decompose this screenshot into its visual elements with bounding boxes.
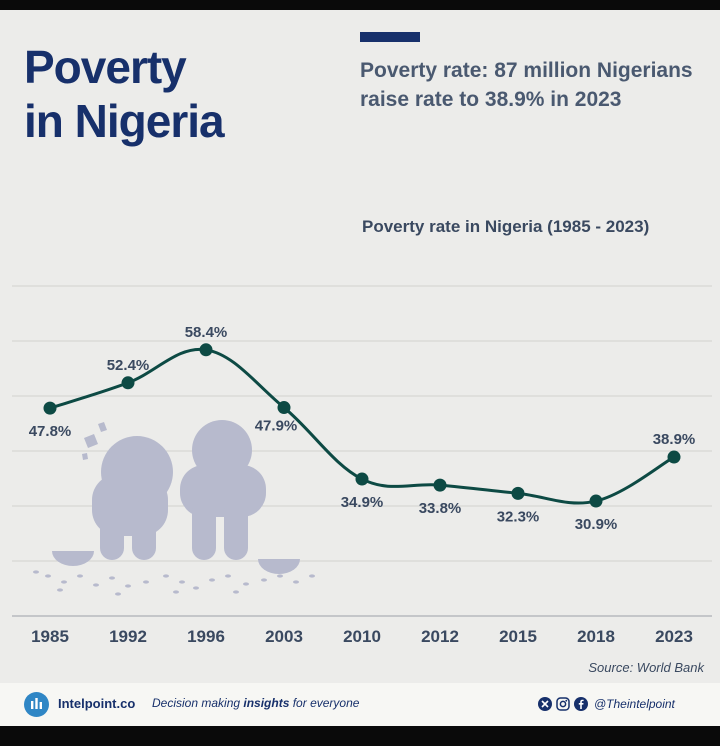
x-tick-label: 1985 [31,627,69,646]
grain [293,580,299,584]
x-tick-label: 2010 [343,627,381,646]
x-axis-ticks: 1985 1992 1996 2003 2010 2012 2015 2018 2023 [31,627,693,646]
footer: Intelpoint.co Decision making insights f… [0,683,720,726]
source-note: Source: World Bank [588,660,704,675]
value-label: 33.8% [419,500,462,517]
data-point [277,401,291,415]
data-point [355,472,369,486]
x-tick-label: 1992 [109,627,147,646]
data-point [43,401,57,415]
grain [77,574,83,578]
value-label: 47.8% [29,423,72,440]
value-label: 58.4% [185,324,228,341]
x-tick-label: 2015 [499,627,537,646]
value-label: 47.9% [255,418,298,435]
grain [33,570,39,574]
x-tick-label: 2018 [577,627,615,646]
subtitle: Poverty rate: 87 million Nigerians raise… [360,59,693,111]
grain [173,590,179,594]
poor-people-illustration [33,420,315,596]
value-label: 32.3% [497,508,540,525]
x-tick-label: 2023 [655,627,693,646]
x-tick-label: 1996 [187,627,225,646]
data-point [511,486,525,500]
grain [45,574,51,578]
grain [261,578,267,582]
data-point [433,478,447,492]
grain [163,574,169,578]
value-label: 30.9% [575,516,618,533]
instagram-icon[interactable] [556,697,570,711]
grain [209,578,215,582]
value-label: 34.9% [341,494,384,511]
chart-title: Poverty rate in Nigeria (1985 - 2023) [362,217,650,236]
grain [57,588,63,592]
grain [93,583,99,587]
grain [125,584,131,588]
social-links: @Theintelpoint [538,694,675,714]
data-point [667,450,681,464]
data-points [43,343,681,508]
grain [179,580,185,584]
bottom-border [0,726,720,746]
brand-name[interactable]: Intelpoint.co [58,696,136,711]
value-labels: 47.8% 52.4% 58.4% 47.9% 34.9% 33.8% 32.3% 30.9%… [29,324,696,533]
grain [61,580,67,584]
intelpoint-logo[interactable] [24,692,49,717]
value-label: 52.4% [107,357,150,374]
x-tick-label: 2003 [265,627,303,646]
data-point [589,494,603,508]
grain [233,590,239,594]
x-icon[interactable] [538,697,552,711]
grain [277,574,283,578]
tagline: Decision making insights for everyone [152,696,360,710]
accent-bar [360,32,420,42]
grain [243,582,249,586]
grain [309,574,315,578]
grain [225,574,231,578]
grain [143,580,149,584]
social-handle[interactable]: @Theintelpoint [594,697,675,711]
data-point [121,376,135,390]
line-chart: 47.8% 52.4% 58.4% 47.9% 34.9% 33.8% 32.3% 30.9%… [12,285,712,646]
grain [115,592,121,596]
infographic-card: Poverty in Nigeria Poverty rate: 87 mill… [0,10,720,726]
bar-logo-icon [31,698,42,709]
grain [109,576,115,580]
grain [193,586,199,590]
value-label: 38.9% [653,431,696,448]
data-point [199,343,213,357]
x-tick-label: 2012 [421,627,459,646]
page-title: Poverty in Nigeria [24,41,225,147]
facebook-icon[interactable] [574,697,588,711]
